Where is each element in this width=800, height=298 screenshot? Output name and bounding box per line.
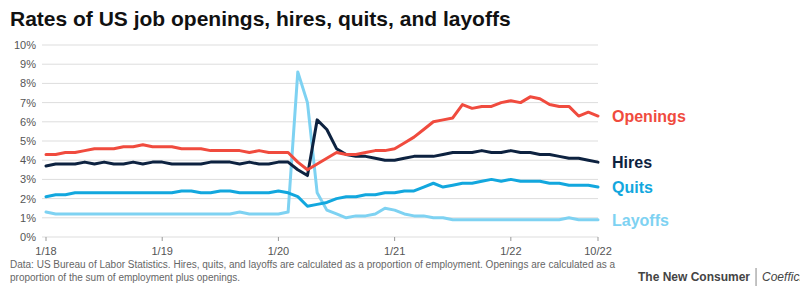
y-tick-label: 0% [20, 231, 36, 243]
x-tick [598, 237, 599, 241]
grid-line [42, 160, 598, 161]
x-tick-label: 10/22 [584, 245, 612, 257]
y-tick-label: 2% [20, 193, 36, 205]
y-tick-label: 5% [20, 135, 36, 147]
x-tick-label: 1/20 [268, 245, 289, 257]
grid-line [42, 64, 598, 65]
series-line [46, 179, 598, 206]
legend-label: Openings [612, 108, 686, 125]
x-tick [278, 237, 279, 241]
x-tick-label: 1/18 [35, 245, 56, 257]
series-line [46, 72, 598, 220]
lines [46, 72, 598, 220]
y-tick-label: 7% [20, 97, 36, 109]
y-tick-label: 3% [20, 173, 36, 185]
logo: The New Consumer [638, 270, 750, 284]
y-tick-label: 10% [14, 39, 36, 51]
logo-separator [756, 268, 757, 286]
grid-line [42, 237, 598, 238]
x-tick [46, 237, 47, 241]
note-line: proportion of the sum of employment plus… [10, 272, 240, 283]
grid-line [42, 141, 598, 142]
legend-label: Quits [612, 179, 653, 196]
x-tick [394, 237, 395, 241]
x-tick [162, 237, 163, 241]
grid-line [42, 45, 598, 46]
title: Rates of US job openings, hires, quits, … [10, 7, 511, 30]
grid [42, 45, 598, 237]
grid-line [42, 83, 598, 84]
x-tick-label: 1/21 [384, 245, 405, 257]
logo: Coefficient [762, 270, 800, 284]
x-tick-label: 1/22 [500, 245, 521, 257]
x-tick-label: 1/19 [151, 245, 172, 257]
y-tick-label: 9% [20, 58, 36, 70]
legend-label: Hires [612, 154, 652, 171]
note-line: Data: US Bureau of Labor Statistics. Hir… [10, 259, 616, 270]
note: Data: US Bureau of Labor Statistics. Hir… [10, 259, 616, 283]
legend-label: Layoffs [612, 212, 669, 229]
grid-line [42, 217, 598, 218]
x-tick [510, 237, 511, 241]
y-tick-label: 1% [20, 212, 36, 224]
y-tick-label: 6% [20, 116, 36, 128]
chart: Rates of US job openings, hires, quits, … [0, 0, 800, 298]
series-line [46, 97, 598, 170]
y-tick-label: 8% [20, 77, 36, 89]
y-tick-label: 4% [20, 154, 36, 166]
